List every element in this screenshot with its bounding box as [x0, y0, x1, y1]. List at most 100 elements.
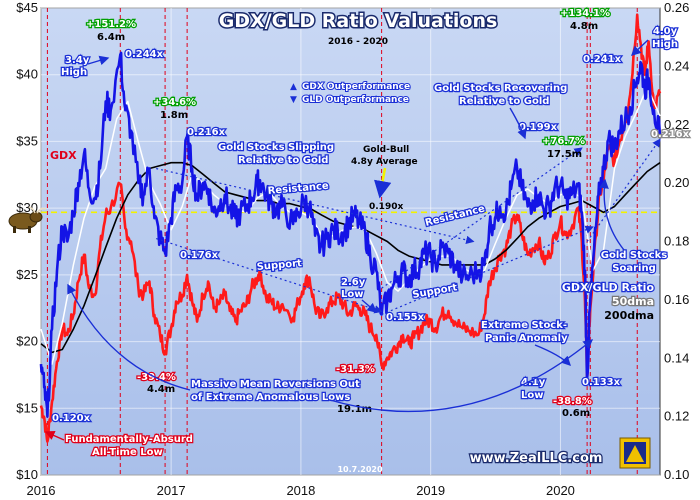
gain-2020-mid: +76.7% — [542, 136, 585, 147]
reversion-2: of Extreme Anomalous Lows — [191, 392, 350, 403]
low-2020-ratio: 0.133x — [582, 377, 621, 388]
y-left-tick-label: $20 — [16, 334, 38, 349]
y-right-tick-label: 0.16 — [664, 292, 689, 307]
support-label-1: Support — [256, 258, 302, 273]
panic-1: Extreme Stock- — [481, 320, 567, 331]
high-2016-ratio: 0.244x — [125, 49, 164, 60]
gain-2017-time: 1.8m — [160, 110, 188, 121]
legend-50dma: 50dma — [612, 295, 654, 308]
x-tick-label: 2018 — [286, 483, 315, 498]
y-left-tick-label: $30 — [16, 200, 38, 215]
zeal-logo-icon — [619, 437, 651, 469]
arrow-recovering — [509, 107, 527, 140]
axes: $10 $15 $20 $25 $30 $35 $40 $45 0.10 0.12 0.14 0.16… — [16, 0, 689, 498]
gain-2020-time: 4.8m — [570, 21, 598, 32]
current-ratio: 0.216x — [651, 129, 690, 140]
gain-2020: +134.1% — [560, 8, 610, 19]
footer-brand: www.ZealLLC.com — [470, 451, 603, 466]
grid — [40, 7, 660, 476]
y-right-tick-label: 0.20 — [664, 175, 689, 190]
trend-line — [586, 138, 661, 242]
y-left-tick-label: $25 — [16, 267, 38, 282]
low-2020-duration: 4.1y — [521, 377, 546, 388]
avg-2: 4.8y Average — [351, 157, 418, 167]
soaring-2: Soaring — [612, 263, 655, 274]
y-right-tick-label: 0.18 — [664, 234, 689, 249]
drop-2020-time: 0.6m — [562, 408, 590, 419]
y-right-tick-label: 0.10 — [664, 467, 689, 482]
chart-title: GDX/GLD Ratio Valuations — [219, 10, 498, 32]
legend-ratio: GDX/GLD Ratio — [562, 281, 655, 294]
gain-2020-mid-time: 17.5m — [547, 149, 582, 160]
annotations: GDX 3.4y High 0.244x +151.2% 6.4m +34.6%… — [50, 7, 691, 474]
recovering-1: Gold Stocks Recovering — [434, 83, 567, 94]
y-right-tick-label: 0.14 — [664, 350, 689, 365]
bull-icon — [8, 206, 47, 233]
y-right-tick-label: 0.24 — [664, 58, 689, 73]
absurd-1: Fundamentally-Absurd — [65, 434, 193, 445]
series-group — [39, 13, 662, 443]
legend-down-arrow: ▼ — [290, 95, 297, 105]
y-left-tick-label: $15 — [16, 400, 38, 415]
trend-line — [156, 167, 475, 244]
ratio-2020-jan: 0.199x — [519, 122, 558, 133]
arrow-high-2020 — [630, 39, 649, 56]
low-2018-ratio: 0.155x — [386, 312, 425, 323]
drop-2016-time: 4.4m — [147, 384, 175, 395]
drop-2018: -31.3% — [336, 364, 375, 375]
y-right-tick-label: 0.26 — [664, 0, 689, 15]
soaring-1: Gold Stocks — [601, 250, 668, 261]
legend-200dma: 200dma — [604, 309, 654, 322]
arrow-reversion-2 — [329, 339, 594, 413]
trend-line — [381, 147, 583, 289]
arrow-high-2016 — [87, 55, 110, 66]
high-2020-word: High — [652, 39, 678, 50]
x-tick-label: 2020 — [546, 483, 575, 498]
y-left-tick-label: $10 — [16, 467, 38, 482]
watermark-date: 10.7.2020 — [337, 465, 382, 474]
high-2016-duration: 3.4y — [65, 55, 90, 66]
y-right-tick-label: 0.22 — [664, 117, 689, 132]
arrow-reversion — [67, 283, 191, 391]
x-tick-label: 2016 — [27, 483, 56, 498]
low-2020-word: Low — [521, 390, 543, 401]
panic-2: Panic Anomaly — [485, 333, 568, 344]
chart-subtitle: 2016 - 2020 — [328, 37, 388, 47]
legend-up: GDX Outperformance — [302, 82, 410, 92]
high-2020-ratio: 0.241x — [583, 54, 622, 65]
drop-2020: -38.8% — [553, 396, 592, 407]
x-tick-label: 2019 — [416, 483, 445, 498]
high-2016-word: High — [61, 67, 87, 78]
low-2018-word: Low — [341, 289, 363, 300]
y-right-tick-label: 0.12 — [664, 409, 689, 424]
arrow-soaring — [599, 178, 625, 251]
high-2017-ratio: 0.216x — [187, 127, 226, 138]
drop-2018-time: 19.1m — [337, 404, 372, 415]
trend-channels — [156, 138, 661, 316]
x-tick-label: 2017 — [157, 483, 186, 498]
slipping-2: Relative to Gold — [238, 155, 328, 166]
avg-value: 0.190x — [369, 202, 403, 212]
gdx-line — [39, 13, 662, 443]
absurd-2: All-Time Low — [92, 447, 163, 458]
gdx-label: GDX — [50, 149, 77, 162]
gain-2016: +151.2% — [86, 19, 136, 30]
arrow-panic — [534, 344, 571, 366]
y-left-tick-label: $40 — [16, 67, 38, 82]
avg-1: Gold-Bull — [363, 145, 409, 155]
reversion-1: Massive Mean Reversions Out — [191, 379, 360, 390]
legend-down: GLD Outperformance — [302, 95, 409, 105]
trend-line — [381, 225, 594, 316]
arrow-avg — [374, 167, 392, 199]
legend-up-arrow: ▲ — [290, 82, 297, 92]
gain-2017: +34.6% — [153, 97, 196, 108]
gain-2016-time: 6.4m — [97, 32, 125, 43]
y-left-tick-label: $35 — [16, 133, 38, 148]
plot-background — [40, 7, 661, 476]
arrow-absurd — [44, 430, 65, 441]
ratio-line — [39, 51, 662, 418]
y-left-tick-label: $45 — [16, 0, 38, 15]
recovering-2: Relative to Gold — [459, 96, 549, 107]
